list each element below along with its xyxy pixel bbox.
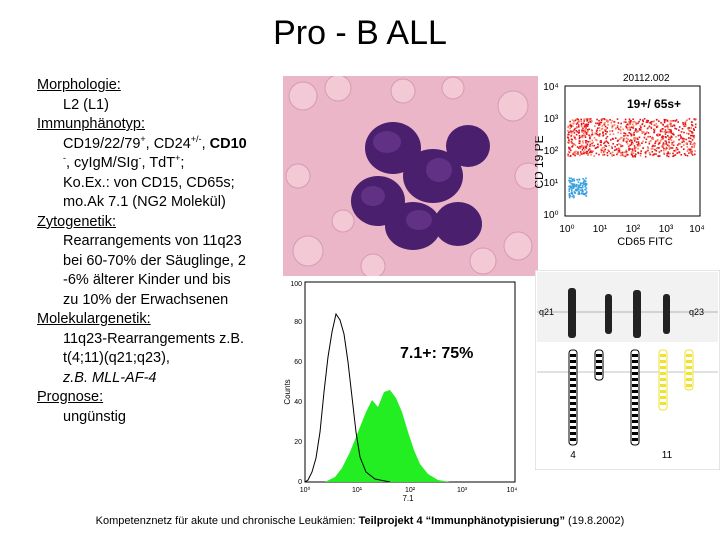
prognosis-heading: Prognose: [37, 389, 104, 405]
immunophenotype-line-1: CD19/22/79+, CD24+/-, CD10 [63, 133, 247, 152]
flow-ytick-1: 10¹ [544, 178, 559, 189]
text-column: Morphologie: L2 (L1) Immunphänotyp: CD19… [37, 76, 277, 427]
molecular-heading: Molekulargenetik: [37, 311, 151, 327]
slide-title: Pro - B ALL [273, 14, 447, 52]
hist-ytick-0: 0 [298, 479, 302, 486]
prognosis-value: ungünstig [63, 408, 126, 425]
molecular-line-2: t(4;11)(q21;q23), [63, 350, 170, 366]
immunophenotype-line-3: Ko.Ex.: von CD15, CD65s; [63, 174, 235, 191]
cytogenetics-line-3: -6% älterer Kinder und bis [63, 272, 231, 288]
hist-ytick-5: 100 [290, 281, 302, 288]
hist-xtick-3: 10³ [457, 487, 468, 494]
hist-xtick-2: 10² [405, 487, 416, 494]
hist-xtick-1: 10¹ [352, 487, 363, 494]
molecular-line-3: z.B. MLL-AF-4 [63, 369, 157, 386]
cytogenetics-line-1: Rearrangements von 11q23 [63, 233, 242, 249]
hist-xtick-4: 10⁴ [507, 487, 518, 494]
hist-ytick-3: 60 [294, 359, 302, 366]
immunophenotype-line-4: mo.Ak 7.1 (NG2 Molekül) [63, 194, 226, 210]
flow-xtick-1: 10¹ [593, 224, 608, 235]
flow-ytick-4: 10⁴ [543, 82, 558, 93]
morphology-value: L2 (L1) [63, 96, 109, 113]
svg-text:q23: q23 [689, 307, 704, 317]
svg-text:19+/ 65s+: 19+/ 65s+ [627, 97, 681, 111]
molecular-line-1: 11q23-Rearrangements z.B. [63, 330, 245, 347]
flow-xtick-2: 10² [626, 224, 641, 235]
karyotype-image: q21 q23 4 11 [535, 270, 720, 470]
flow-ytick-2: 10² [544, 146, 559, 157]
flow-ytick-0: 10⁰ [543, 210, 558, 221]
hist-ytick-1: 20 [294, 439, 302, 446]
cytogenetics-heading: Zytogenetik: [37, 213, 116, 230]
flow-xtick-0: 10⁰ [559, 224, 574, 235]
hist-ytick-4: 80 [294, 319, 302, 326]
hist-xtick-0: 10⁰ [300, 486, 311, 494]
svg-text:7.1: 7.1 [402, 494, 414, 502]
svg-text:Counts: Counts [283, 379, 292, 404]
histogram-plot: 7.1+: 75% Counts 0 20 40 60 80 100 10⁰ 1… [283, 281, 518, 502]
hist-ytick-2: 40 [294, 399, 302, 406]
svg-text:7.1+: 75%: 7.1+: 75% [400, 345, 473, 362]
svg-text:q21: q21 [539, 307, 554, 317]
svg-text:20112.002: 20112.002 [623, 73, 670, 84]
flow-xtick-3: 10³ [659, 224, 674, 235]
svg-text:CD 19 PE: CD 19 PE [535, 135, 546, 188]
flow-xtick-4: 10⁴ [689, 224, 704, 235]
svg-text:11: 11 [662, 450, 673, 461]
svg-text:4: 4 [570, 450, 576, 461]
blood-smear-photo [283, 76, 538, 276]
flow-dot-plot: 20112.002 19+/ 65s+ CD 19 PE CD65 FITC 1… [535, 73, 705, 247]
immunophenotype-heading: Immunphänotyp: [37, 116, 146, 132]
footer-citation: Kompetenznetz für akute und chronische L… [95, 515, 625, 527]
cytogenetics-line-2: bei 60-70% der Säuglinge, 2 [63, 252, 246, 269]
svg-text:CD65 FITC: CD65 FITC [617, 236, 673, 247]
morphology-heading: Morphologie: [37, 77, 121, 93]
flow-ytick-3: 10³ [544, 114, 559, 125]
cytogenetics-line-4: zu 10% der Erwachsenen [63, 291, 229, 308]
immunophenotype-line-2: -, cyIgM/SIg-, TdT+; [63, 153, 185, 171]
